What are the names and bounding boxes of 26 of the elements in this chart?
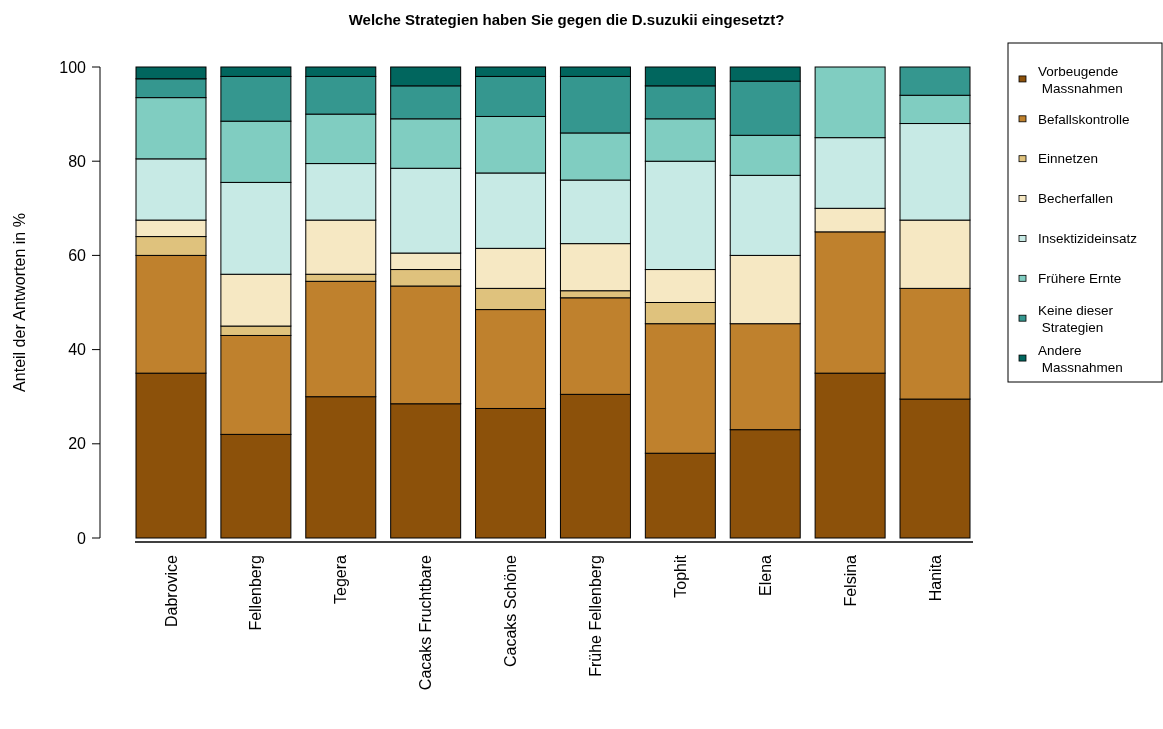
x-tick-label: Frühe Fellenberg (587, 555, 605, 677)
y-tick-label: 20 (68, 435, 87, 453)
legend-label: Befallskontrolle (1038, 111, 1130, 127)
y-tick-label: 0 (77, 529, 87, 547)
legend-label: Einnetzen (1038, 151, 1099, 167)
x-tick-label: Fellenberg (247, 555, 265, 631)
x-tick-label: Felsina (841, 554, 859, 607)
y-tick-label: 40 (68, 341, 87, 359)
x-tick-label: Cacaks Schöne (502, 554, 520, 668)
legend-label: Becherfallen (1038, 191, 1114, 207)
legend-label: Vorbeugende Massnahmen (1038, 63, 1123, 96)
legend-label: Insektizideinsatz (1038, 231, 1138, 247)
y-tick-label: 60 (68, 247, 87, 264)
y-axis-title: Anteil der Antworten in % (11, 213, 28, 392)
legend-label: Keine dieser Strategien (1038, 302, 1114, 335)
x-tick-label: Tophit (671, 554, 689, 598)
x-tick-label: Elena (756, 554, 774, 596)
x-tick-label: Dabrovice (162, 554, 180, 628)
legend-label: Frühere Ernte (1038, 271, 1122, 287)
chart-title: Welche Strategien haben Sie gegen die D.suzukii eingesetzt? (348, 11, 785, 28)
legend-label: Andere Massnahmen (1038, 342, 1123, 375)
x-tick-label: Hanita (926, 554, 944, 602)
x-tick-label: Tegera (332, 554, 350, 604)
x-tick-label: Cacaks Fruchtbare (417, 554, 435, 691)
y-tick-label: 80 (68, 152, 87, 170)
y-tick-label: 100 (59, 58, 87, 76)
